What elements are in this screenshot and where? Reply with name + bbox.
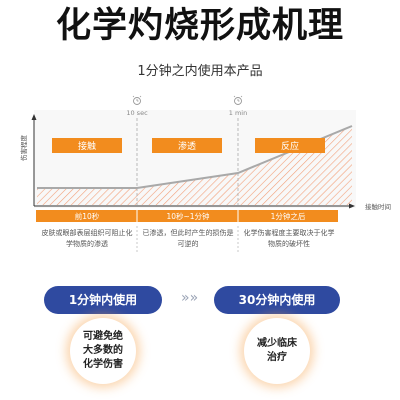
result-circle-reduce-treatment: 减少临床治疗 [244, 318, 310, 384]
timeline-segment-10s-1min: 10秒~1分钟 [166, 211, 210, 221]
timeline-segment-after-1min: 1分钟之后 [271, 211, 306, 221]
page-subtitle: 1分钟之内使用本产品 [137, 64, 263, 79]
use-within-30min-pill: 30分钟内使用 [214, 286, 340, 314]
phase-label-reaction-text: 反应 [281, 140, 299, 152]
phase-label-penetration-text: 渗透 [178, 140, 196, 152]
marker-label-1min: 1 min [229, 109, 247, 117]
phase-label-penetration [152, 138, 222, 153]
phase-description-reaction: 化学伤害程度主要取决于化学物质的破坏性 [243, 229, 335, 248]
phase-label-reaction [255, 138, 325, 153]
y-axis-label: 伤害程度 [19, 135, 28, 162]
timeline-segment-first-10s: 前10秒 [75, 211, 100, 221]
result-text-avoid-injury: 可避免绝大多数的化学伤害 [83, 331, 123, 370]
x-axis-label: 接触时间 [365, 202, 391, 211]
phase-description-contact: 皮肤或眼部表层组织可阻止化学物质的渗透 [41, 229, 133, 248]
x-axis-arrow [349, 203, 355, 209]
double-chevron-right-icon: »» [181, 290, 199, 306]
marker-label-10sec: 10 sec [126, 109, 148, 117]
use-within-1min-pill: 1分钟内使用 [44, 286, 162, 314]
phase-label-contact-text: 接触 [78, 140, 96, 152]
result-text-reduce-treatment: 减少临床治疗 [257, 338, 297, 363]
phase-description-penetration: 已渗透，但此时产生的损伤是可逆的 [142, 229, 234, 248]
timeline-bar [36, 210, 338, 222]
phase-label-contact [52, 138, 122, 153]
y-axis-arrow [31, 114, 37, 120]
result-circle-avoid-injury: 可避免绝大多数的化学伤害 [70, 318, 136, 384]
alarm-clock-icon [233, 95, 243, 105]
damage-area [37, 126, 352, 205]
page-title: 化学灼烧形成机理 [55, 6, 344, 46]
alarm-clock-icon [132, 95, 142, 105]
